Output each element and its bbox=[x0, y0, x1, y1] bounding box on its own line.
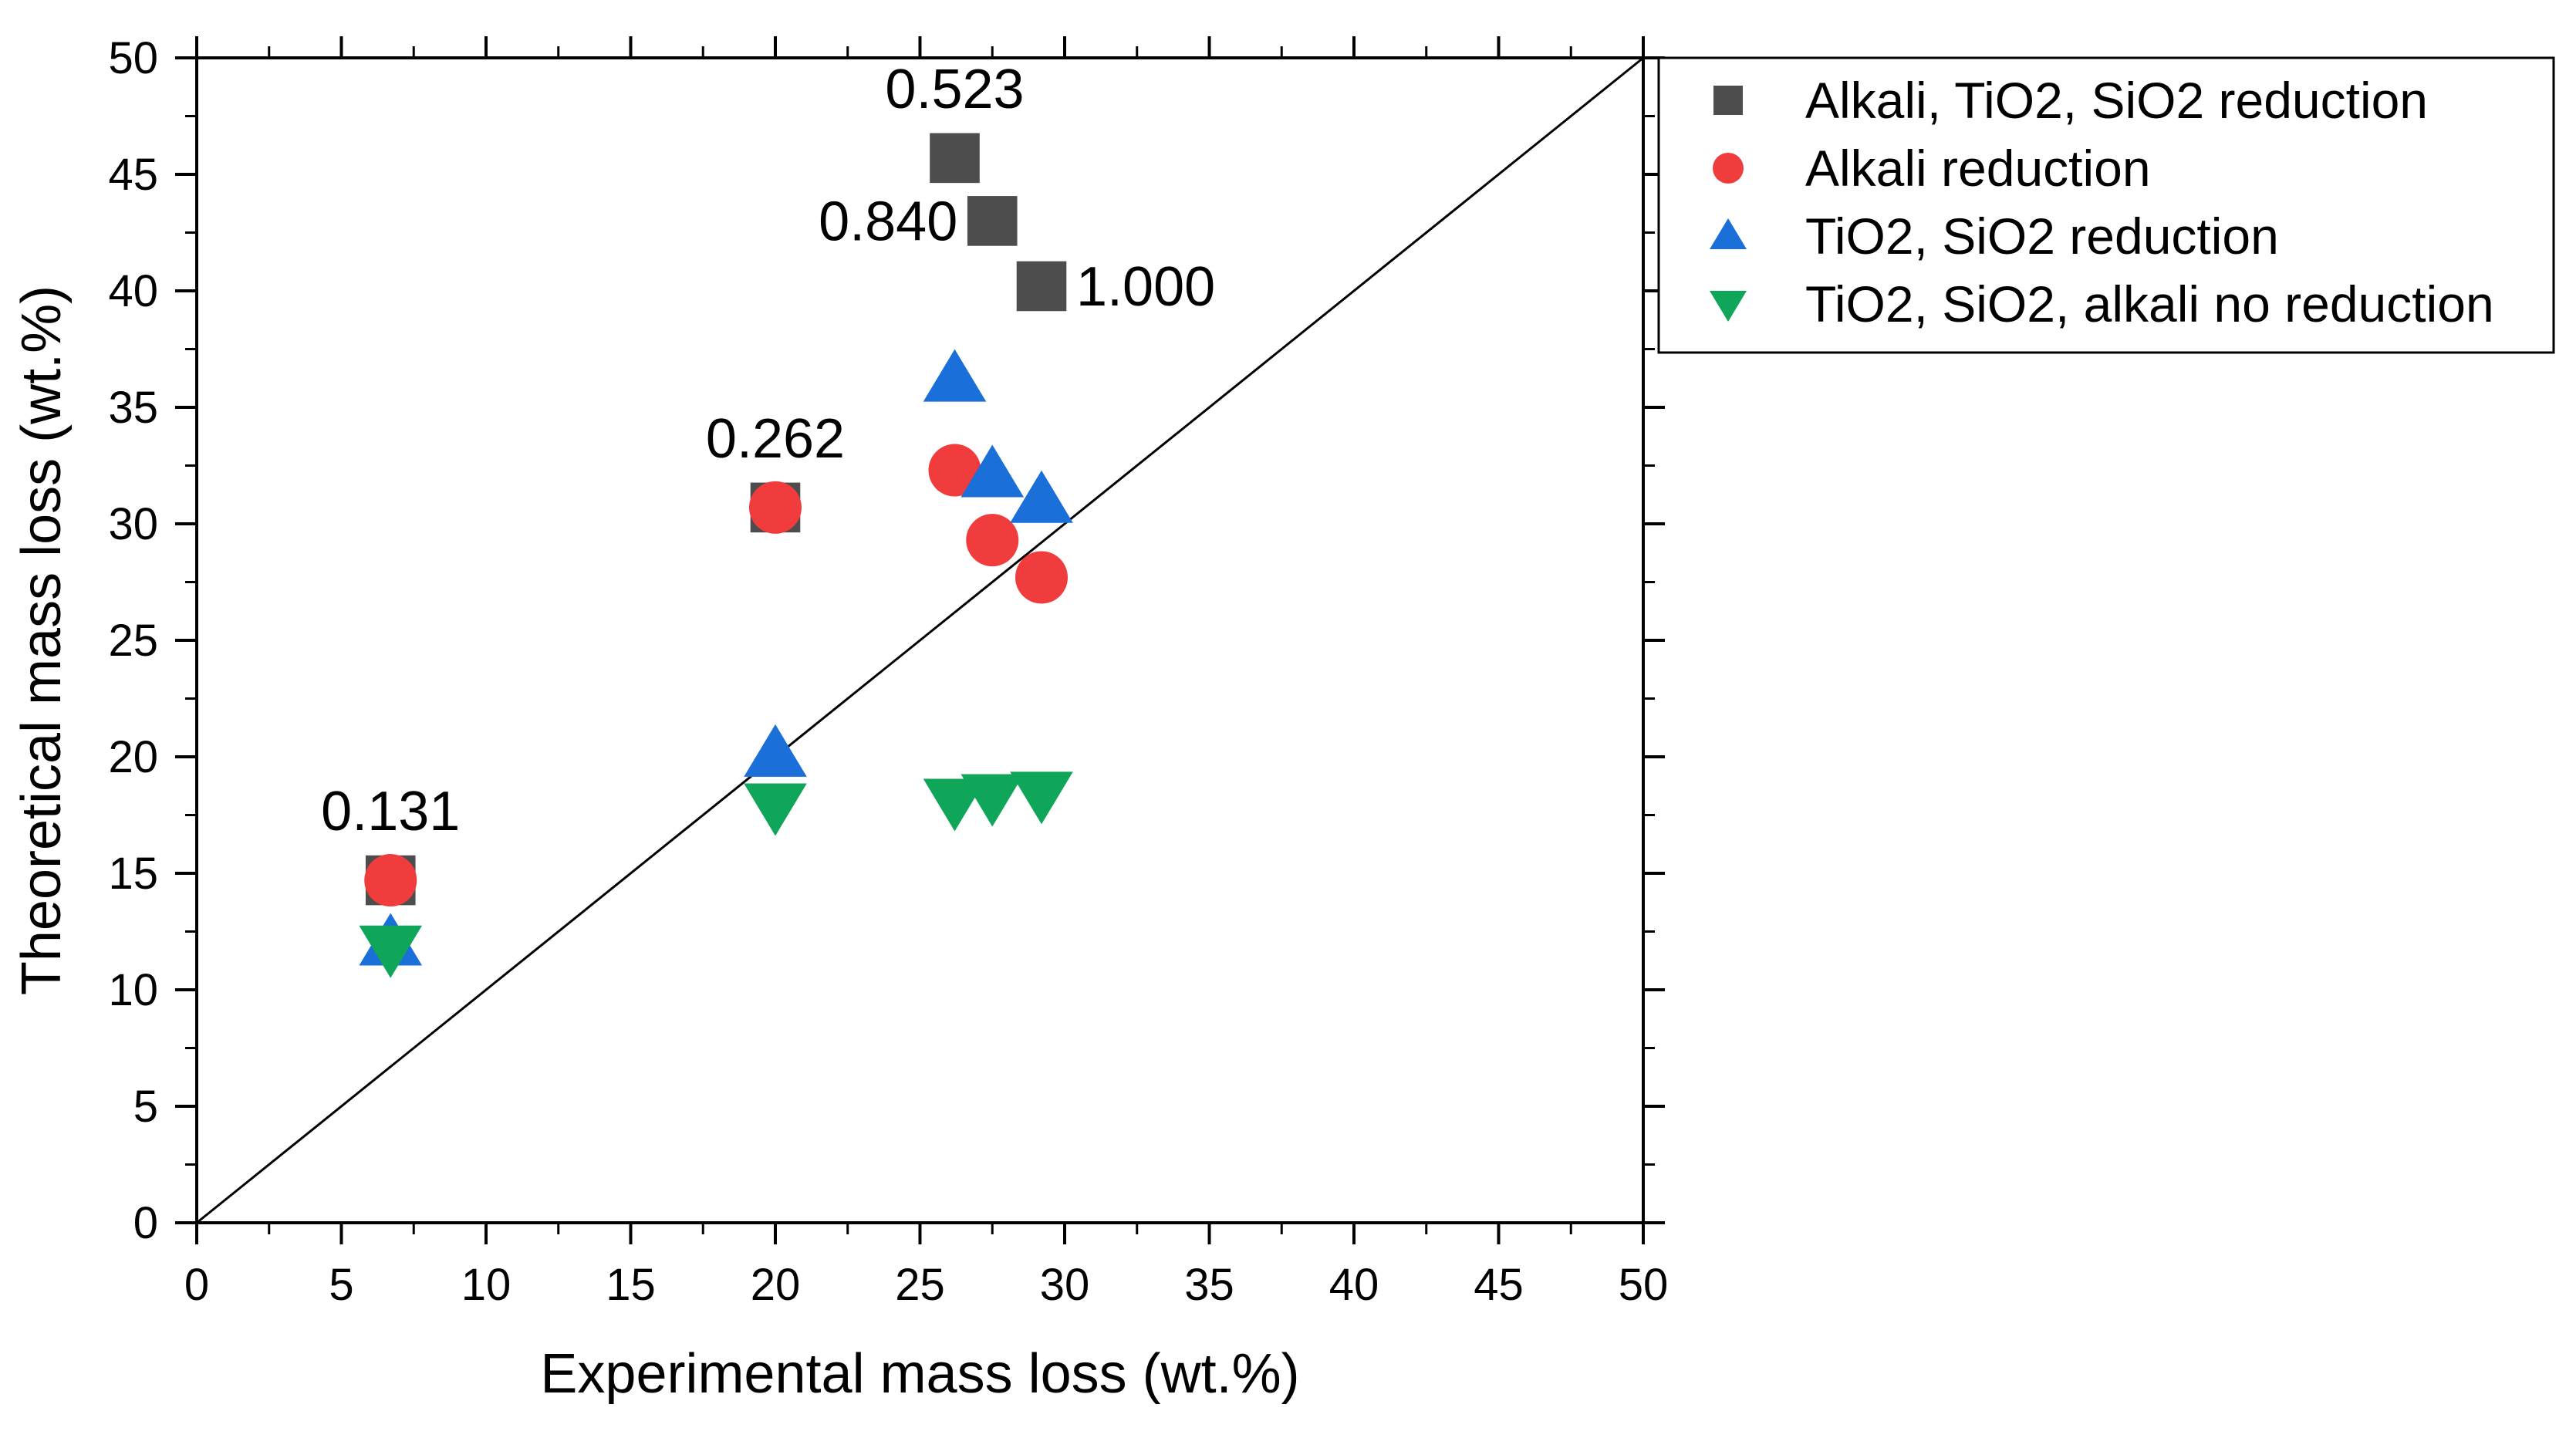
data-point-triangle-down bbox=[1010, 771, 1073, 825]
axes: 0 5 10 15 20 25 30 35 40 45 50 0 5 10 15 20 25 30 35 40 45 50… bbox=[11, 33, 1668, 1405]
legend-marker-triangle-up bbox=[1710, 218, 1747, 249]
data-point-triangle-down bbox=[923, 778, 987, 832]
point-annotation: 0.840 bbox=[819, 191, 957, 252]
data-point-circle bbox=[749, 481, 802, 534]
x-tick-label: 0 bbox=[184, 1260, 209, 1310]
y-tick-label: 5 bbox=[133, 1082, 158, 1132]
legend-marker-square bbox=[1713, 86, 1743, 115]
data-point-triangle-up bbox=[961, 444, 1025, 498]
point-annotation: 1.000 bbox=[1076, 256, 1215, 318]
data-point-triangle-down bbox=[359, 925, 423, 978]
data-point-triangle-up bbox=[744, 724, 807, 777]
x-tick-label: 15 bbox=[606, 1260, 656, 1310]
point-annotation: 0.262 bbox=[706, 408, 845, 470]
y-tick-label: 10 bbox=[108, 965, 158, 1015]
reference-line bbox=[196, 56, 1644, 1224]
series-4 bbox=[359, 771, 1073, 978]
x-tick-label: 45 bbox=[1474, 1260, 1524, 1310]
point-annotation: 0.523 bbox=[885, 59, 1024, 120]
x-tick-label: 25 bbox=[895, 1260, 945, 1310]
data-point-square bbox=[930, 133, 980, 184]
y-tick-label: 30 bbox=[108, 499, 158, 549]
legend-marker-circle bbox=[1713, 153, 1744, 184]
data-markers bbox=[359, 133, 1073, 978]
data-point-triangle-up bbox=[1010, 470, 1073, 523]
y-tick-label: 20 bbox=[108, 732, 158, 782]
legend: Alkali, TiO2, SiO2 reduction Alkali reduc… bbox=[1657, 56, 2555, 354]
data-point-circle bbox=[966, 514, 1019, 567]
x-tick-label: 10 bbox=[461, 1260, 511, 1310]
data-point-circle bbox=[1015, 551, 1068, 604]
legend-box bbox=[1657, 56, 2555, 354]
data-point-triangle-up bbox=[923, 349, 987, 402]
annotations: 0.131 0.262 0.523 0.840 1.000 bbox=[321, 59, 1215, 842]
y-axis-title: Theoretical mass loss (wt.%) bbox=[11, 285, 73, 995]
legend-label: TiO2, SiO2, alkali no reduction bbox=[1805, 275, 2494, 332]
data-point-circle bbox=[364, 854, 417, 907]
series-3 bbox=[359, 349, 1073, 966]
y-tick-label: 0 bbox=[133, 1198, 158, 1248]
y-tick-label: 15 bbox=[108, 849, 158, 899]
y-tick-label: 25 bbox=[108, 616, 158, 666]
data-point-square bbox=[967, 196, 1018, 246]
data-point-square bbox=[1016, 261, 1067, 312]
x-tick-label: 35 bbox=[1184, 1260, 1234, 1310]
x-tick-label: 30 bbox=[1040, 1260, 1090, 1310]
x-tick-label: 20 bbox=[751, 1260, 801, 1310]
legend-label: Alkali, TiO2, SiO2 reduction bbox=[1805, 72, 2428, 129]
y-tick-label: 50 bbox=[108, 33, 158, 83]
data-point-circle bbox=[928, 444, 981, 497]
data-point-triangle-down bbox=[961, 774, 1025, 827]
y-tick-label: 45 bbox=[108, 150, 158, 200]
legend-label: Alkali reduction bbox=[1805, 140, 2151, 197]
x-axis-title: Experimental mass loss (wt.%) bbox=[540, 1343, 1299, 1405]
point-annotation: 0.131 bbox=[321, 781, 460, 842]
x-tick-label: 40 bbox=[1329, 1260, 1379, 1310]
series-2 bbox=[364, 444, 1068, 907]
x-tick-label: 50 bbox=[1619, 1260, 1669, 1310]
x-tick-label: 5 bbox=[329, 1260, 353, 1310]
legend-marker-triangle-down bbox=[1710, 291, 1747, 322]
y-tick-label: 40 bbox=[108, 266, 158, 316]
y-tick-label: 35 bbox=[108, 383, 158, 433]
legend-label: TiO2, SiO2 reduction bbox=[1805, 208, 2279, 265]
data-point-triangle-down bbox=[744, 783, 807, 836]
